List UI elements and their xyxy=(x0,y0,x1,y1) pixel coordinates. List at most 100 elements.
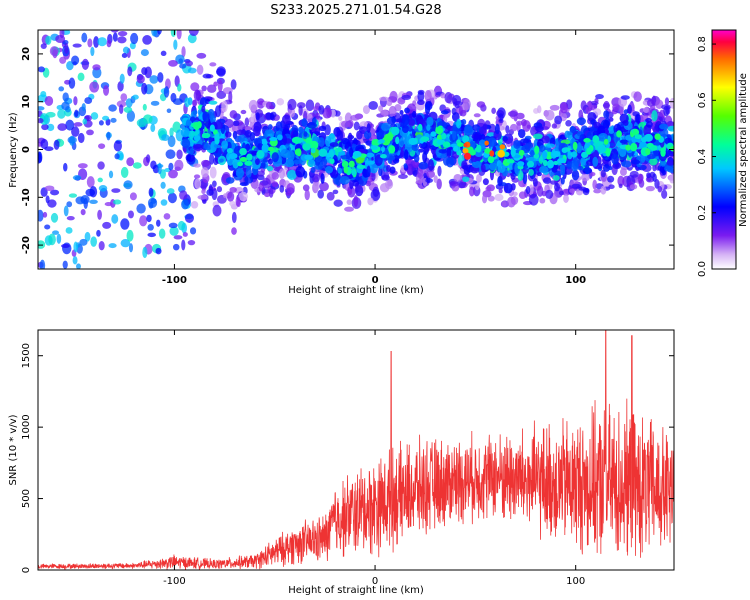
heatmap-blob xyxy=(643,107,650,113)
heatmap-blob xyxy=(177,220,186,231)
heatmap-blob xyxy=(159,30,163,31)
heatmap-blob xyxy=(560,102,568,114)
heatmap-blob xyxy=(216,90,227,99)
heatmap-blob xyxy=(307,122,317,129)
heatmap-blob xyxy=(238,132,245,145)
top-x-tick-label: 0 xyxy=(372,275,379,286)
heatmap-blob xyxy=(142,246,148,259)
heatmap-blob xyxy=(168,169,178,179)
heatmap-bright-spot xyxy=(329,149,335,159)
heatmap-bright-spot xyxy=(526,160,535,168)
heatmap-blob xyxy=(86,129,94,136)
heatmap-blob xyxy=(87,38,93,48)
heatmap-blob xyxy=(206,84,217,93)
heatmap-bright-spot xyxy=(630,142,638,152)
heatmap-blob xyxy=(120,166,129,178)
heatmap-blob xyxy=(180,127,190,138)
heatmap-blob xyxy=(50,212,59,223)
heatmap-blob xyxy=(348,132,353,142)
heatmap-blob xyxy=(77,72,85,82)
heatmap-bright-spot xyxy=(518,149,525,156)
heatmap-blob xyxy=(436,178,442,190)
heatmap-blob xyxy=(620,95,630,100)
heatmap-bright-spot xyxy=(625,144,631,151)
heatmap-blob xyxy=(213,81,218,87)
heatmap-blob xyxy=(260,138,268,146)
heatmap-blob xyxy=(404,149,409,161)
heatmap-blob xyxy=(38,240,46,249)
heatmap-blob xyxy=(487,195,495,202)
heatmap-blob xyxy=(64,42,69,55)
bottom-x-axis-label: Height of straight line (km) xyxy=(288,585,424,596)
heatmap-blob xyxy=(592,156,599,167)
heatmap-bright-spot xyxy=(442,141,451,148)
heatmap-blob xyxy=(645,121,653,128)
heatmap-blob xyxy=(446,157,455,168)
heatmap-blob xyxy=(59,56,67,64)
heatmap-blob xyxy=(68,193,78,198)
heatmap-blob xyxy=(212,180,217,188)
heatmap-blob xyxy=(404,107,410,114)
heatmap-blob xyxy=(339,175,350,185)
heatmap-blob xyxy=(538,165,549,174)
heatmap-blob xyxy=(187,240,196,246)
heatmap-blob xyxy=(229,110,238,119)
top-y-tick-label: -10 xyxy=(21,188,32,206)
heatmap-blob xyxy=(173,235,183,240)
heatmap-blob xyxy=(449,181,459,187)
heatmap-blob xyxy=(98,120,104,126)
heatmap-blob xyxy=(224,131,232,138)
heatmap-blob xyxy=(595,93,604,100)
heatmap-blob xyxy=(551,123,558,129)
heatmap-blob xyxy=(592,179,598,190)
heatmap-blob xyxy=(471,161,482,169)
heatmap-blob xyxy=(82,118,88,125)
heatmap-blob xyxy=(208,184,214,196)
heatmap-blob xyxy=(181,239,186,251)
heatmap-blob xyxy=(228,90,233,103)
heatmap-blob xyxy=(150,124,156,133)
heatmap-blob xyxy=(61,243,70,249)
heatmap-blob xyxy=(74,109,79,118)
heatmap-blob xyxy=(89,186,98,198)
heatmap-blob xyxy=(563,194,569,203)
heatmap-bright-spot xyxy=(417,123,423,132)
heatmap-blob xyxy=(197,194,208,200)
heatmap-peak-spot xyxy=(499,144,506,150)
heatmap-blob xyxy=(517,169,524,182)
heatmap-blob xyxy=(338,115,343,122)
heatmap-blob xyxy=(417,91,425,102)
heatmap-blob xyxy=(226,191,235,202)
heatmap-blob xyxy=(168,60,178,67)
heatmap-blob xyxy=(185,60,193,67)
heatmap-blob xyxy=(58,86,65,92)
heatmap-blob xyxy=(637,173,643,184)
heatmap-blob xyxy=(126,229,134,242)
heatmap-blob xyxy=(102,115,110,121)
heatmap-blob xyxy=(608,165,613,171)
heatmap-blob xyxy=(580,157,586,166)
heatmap-blob xyxy=(532,178,538,187)
heatmap-blob xyxy=(478,126,487,135)
heatmap-blob xyxy=(320,173,325,184)
heatmap-blob xyxy=(169,30,174,31)
heatmap-blob xyxy=(452,128,457,141)
heatmap-bright-spot xyxy=(348,160,355,168)
heatmap-blob xyxy=(248,99,258,112)
heatmap-blob xyxy=(118,104,124,115)
heatmap-blob xyxy=(77,163,88,169)
heatmap-blob xyxy=(403,163,408,169)
heatmap-blob xyxy=(98,143,106,149)
heatmap-blob xyxy=(66,215,75,221)
heatmap-blob xyxy=(528,184,534,196)
heatmap-blob xyxy=(402,114,410,126)
heatmap-blob xyxy=(86,176,95,188)
heatmap-blob xyxy=(318,105,325,115)
heatmap-blob xyxy=(426,116,434,127)
heatmap-blob xyxy=(619,139,629,144)
heatmap-blob xyxy=(571,169,580,181)
heatmap-bright-spot xyxy=(268,146,275,152)
heatmap-blob xyxy=(413,154,420,163)
heatmap-bright-spot xyxy=(214,133,220,141)
